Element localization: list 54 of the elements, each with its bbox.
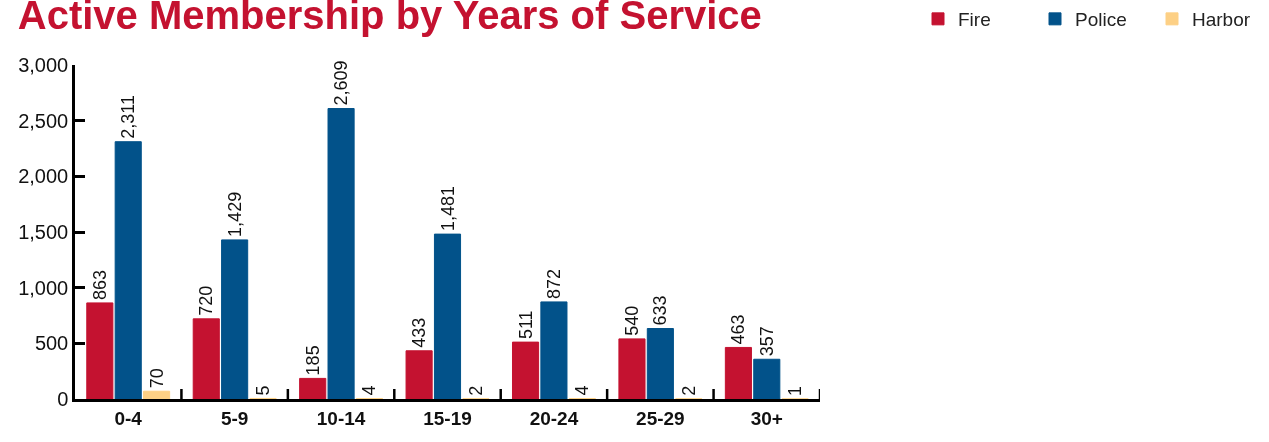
bar bbox=[753, 358, 781, 399]
data-label: 2 bbox=[678, 385, 699, 396]
y-tick-label: 1,000 bbox=[18, 276, 69, 299]
y-tick-label: 3,000 bbox=[18, 54, 69, 76]
x-tick-label: 10-14 bbox=[316, 407, 366, 429]
bar bbox=[646, 328, 674, 399]
bar bbox=[511, 341, 540, 399]
bar bbox=[192, 318, 220, 399]
bar bbox=[433, 233, 462, 399]
bar bbox=[405, 350, 433, 399]
data-label: 863 bbox=[89, 269, 110, 300]
y-tick-label: 1,500 bbox=[18, 221, 69, 243]
y-tick-label: 0 bbox=[57, 388, 69, 410]
data-label: 2,311 bbox=[118, 94, 139, 139]
data-label: 2,609 bbox=[331, 60, 352, 106]
data-label: 70 bbox=[146, 368, 167, 389]
bar bbox=[724, 346, 752, 399]
bar bbox=[618, 338, 646, 399]
data-label: 463 bbox=[728, 314, 749, 345]
data-label: 4 bbox=[359, 385, 380, 396]
x-tick-label: 20-24 bbox=[529, 407, 579, 429]
x-tick-label: 25-29 bbox=[636, 407, 685, 429]
data-label: 720 bbox=[196, 285, 217, 316]
bar bbox=[86, 302, 114, 399]
data-label: 5 bbox=[253, 385, 274, 396]
data-label: 1,429 bbox=[224, 191, 245, 237]
data-label: 2 bbox=[465, 385, 486, 396]
x-tick-label: 15-19 bbox=[423, 407, 472, 429]
data-label: 872 bbox=[543, 268, 564, 299]
y-tick-label: 2,000 bbox=[18, 165, 69, 188]
legend-label: Fire bbox=[958, 9, 991, 31]
data-label: 1 bbox=[785, 385, 806, 396]
y-tick-label: 500 bbox=[34, 332, 69, 355]
data-label: 4 bbox=[572, 385, 593, 396]
bar bbox=[299, 377, 327, 399]
x-tick-label: 30+ bbox=[750, 407, 783, 429]
data-label: 511 bbox=[515, 310, 536, 340]
data-label: 540 bbox=[621, 305, 642, 336]
bar bbox=[540, 301, 568, 399]
data-label: 633 bbox=[650, 295, 671, 326]
y-tick-label: 2,500 bbox=[18, 109, 69, 132]
chart-title: Active Membership by Years of Service bbox=[17, 0, 762, 37]
data-label: 433 bbox=[409, 317, 430, 348]
data-label: 185 bbox=[302, 345, 323, 376]
x-tick-label: 0-4 bbox=[114, 407, 143, 429]
bar bbox=[143, 390, 171, 399]
legend-label: Police bbox=[1075, 9, 1127, 31]
x-tick-label: 5-9 bbox=[220, 407, 249, 429]
data-label: 357 bbox=[756, 326, 777, 357]
bar bbox=[221, 239, 249, 399]
bar bbox=[327, 108, 355, 399]
data-label: 1,481 bbox=[437, 186, 458, 232]
bar bbox=[114, 141, 142, 399]
legend-label: Harbor bbox=[1192, 9, 1251, 31]
